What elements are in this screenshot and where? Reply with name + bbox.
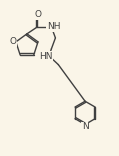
Text: O: O: [35, 10, 42, 19]
Text: HN: HN: [39, 52, 52, 61]
Text: NH: NH: [47, 22, 61, 31]
Text: N: N: [82, 122, 88, 131]
Text: O: O: [10, 37, 17, 46]
